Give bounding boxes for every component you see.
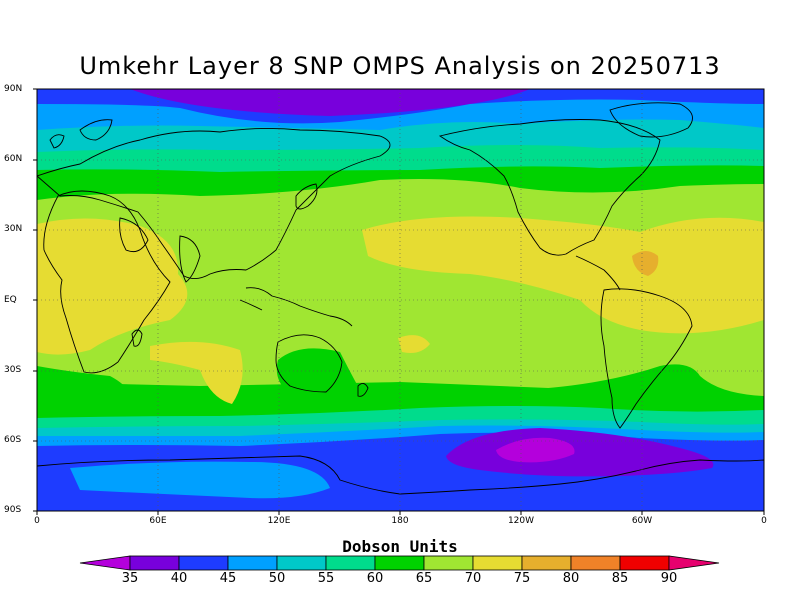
colorbar-level-label: 80 (562, 571, 580, 586)
colorbar-segment (570, 555, 621, 571)
colorbar-title: Dobson Units (342, 537, 458, 556)
colorbar-level-label: 65 (415, 571, 433, 586)
band-75-pacific (362, 216, 764, 334)
band-65-australia (276, 348, 360, 399)
colorbar-segment (619, 555, 670, 571)
colorbar-segment (374, 555, 425, 571)
lat-label-eq: EQ (4, 295, 17, 305)
band-40-south (446, 428, 714, 477)
lat-label-60s: 60S (4, 435, 22, 445)
colorbar-level-label: 75 (513, 571, 531, 586)
lon-label-120w: 120W (507, 516, 535, 526)
lon-label-0-east: 0 (761, 516, 767, 526)
band-75-west (37, 218, 188, 355)
colorbar-left-arrow (79, 555, 131, 571)
colorbar-segment (423, 555, 474, 571)
colorbar-level-label: 60 (366, 571, 384, 586)
colorbar-level-label: 45 (219, 571, 237, 586)
lon-label-0: 0 (34, 516, 40, 526)
lat-label-90s: 90S (4, 505, 22, 515)
band-65-south (37, 366, 128, 405)
colorbar-level-label: 55 (317, 571, 335, 586)
colorbar-level-label: 90 (660, 571, 678, 586)
colorbar-segment (178, 555, 229, 571)
lon-label-180: 180 (391, 516, 409, 526)
colorbar-level-label: 35 (121, 571, 139, 586)
coastlines (37, 102, 764, 495)
map-title: Umkehr Layer 8 SNP OMPS Analysis on 2025… (79, 52, 721, 80)
lat-label-30n: 30N (4, 224, 23, 234)
colorbar (79, 555, 720, 571)
band-75-south-indian (150, 341, 243, 404)
band-35-south (496, 437, 575, 463)
colorbar-level-label: 70 (464, 571, 482, 586)
colorbar-segment (325, 555, 376, 571)
colorbar-level-label: 40 (170, 571, 188, 586)
colorbar-level-label: 50 (268, 571, 286, 586)
lat-label-90n: 90N (4, 84, 23, 94)
band-80-caribbean (632, 251, 659, 276)
band-40-north (130, 89, 530, 116)
colorbar-segment (521, 555, 572, 571)
lat-label-60n: 60N (4, 154, 23, 164)
lon-label-120e: 120E (267, 516, 291, 526)
lon-label-60w: 60W (631, 516, 653, 526)
colorbar-segment (472, 555, 523, 571)
band-75-small (398, 335, 430, 353)
lon-label-60e: 60E (149, 516, 167, 526)
band-50-lobe (70, 461, 330, 499)
colorbar-segment (227, 555, 278, 571)
colorbar-right-arrow (668, 555, 720, 571)
lat-label-30s: 30S (4, 365, 22, 375)
colorbar-level-label: 85 (611, 571, 629, 586)
colorbar-segment (129, 555, 180, 571)
colorbar-segment (276, 555, 327, 571)
